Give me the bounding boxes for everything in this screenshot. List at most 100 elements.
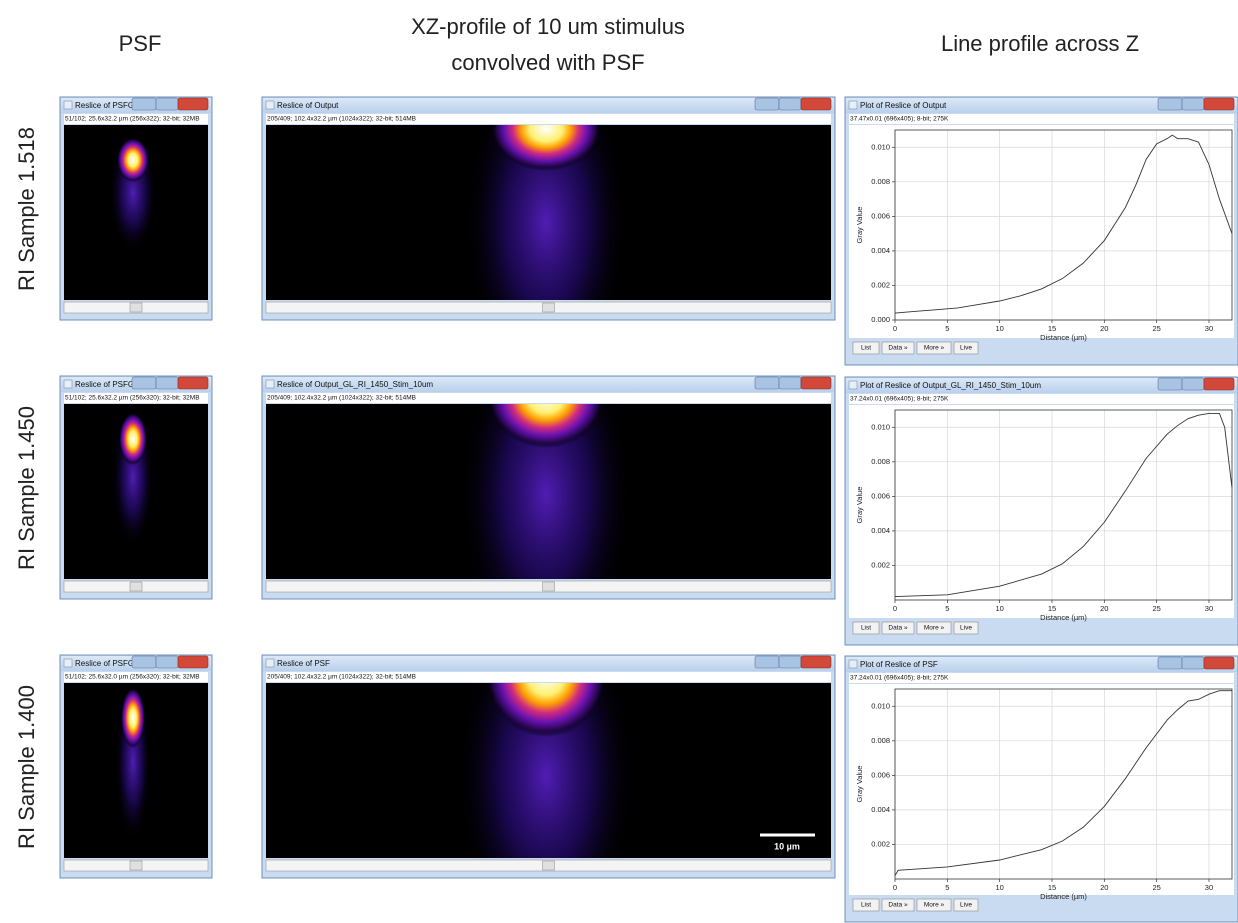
y-tick-label: 0.002 bbox=[871, 560, 890, 569]
plot-button[interactable] bbox=[953, 621, 979, 635]
minimize-button[interactable] bbox=[131, 97, 157, 111]
info-text: 205/409; 102.4x32.2 µm (1024x322); 32-bi… bbox=[267, 116, 416, 123]
close-button[interactable] bbox=[1203, 97, 1235, 111]
plot-button[interactable] bbox=[881, 898, 915, 912]
plot-button-label[interactable]: More » bbox=[924, 902, 945, 909]
scroll-thumb[interactable] bbox=[542, 860, 555, 871]
plot-frame bbox=[894, 129, 1233, 321]
y-tick-label: 0.008 bbox=[871, 736, 890, 745]
x-tick-label: 5 bbox=[945, 604, 949, 613]
close-button[interactable] bbox=[1203, 656, 1235, 670]
image-glow bbox=[486, 683, 606, 737]
maximize-button[interactable] bbox=[1181, 656, 1205, 670]
scroll-thumb[interactable] bbox=[129, 302, 143, 313]
x-tick-label: 5 bbox=[945, 324, 949, 333]
info-text: 51/102; 25.6x32.0 µm (256x320); 32-bit; … bbox=[65, 674, 200, 681]
window-icon bbox=[63, 100, 73, 110]
window-icon bbox=[63, 379, 73, 389]
close-button[interactable] bbox=[1203, 377, 1235, 391]
plot-button[interactable] bbox=[953, 341, 979, 355]
y-axis-label: Gray Value bbox=[855, 487, 864, 524]
maximize-button[interactable] bbox=[778, 655, 802, 669]
image-glow bbox=[119, 413, 147, 465]
x-tick-label: 20 bbox=[1100, 604, 1108, 613]
close-button[interactable] bbox=[800, 655, 832, 669]
plot-button-label[interactable]: Data » bbox=[888, 625, 908, 632]
plot-button-label[interactable]: Live bbox=[960, 625, 972, 632]
close-button[interactable] bbox=[177, 376, 209, 390]
y-axis-label: Gray Value bbox=[855, 766, 864, 803]
plot-button-label[interactable]: More » bbox=[924, 345, 945, 352]
column-header: Line profile across Z bbox=[941, 31, 1139, 56]
y-tick-label: 0.006 bbox=[871, 491, 890, 500]
plot-button[interactable] bbox=[953, 898, 979, 912]
title-bar bbox=[846, 378, 1237, 393]
minimize-button[interactable] bbox=[131, 376, 157, 390]
window-title: Plot of Reslice of Output_GL_RI_1450_Sti… bbox=[860, 381, 1041, 390]
x-tick-label: 25 bbox=[1152, 883, 1160, 892]
window-title: Reslice of PSF bbox=[277, 659, 330, 668]
image-glow bbox=[491, 125, 601, 171]
plot-button[interactable] bbox=[916, 341, 952, 355]
y-tick-label: 0.008 bbox=[871, 177, 890, 186]
minimize-button[interactable] bbox=[754, 655, 780, 669]
maximize-button[interactable] bbox=[155, 376, 179, 390]
info-bar bbox=[849, 394, 1234, 404]
info-text: 37.47x0.01 (696x405); 8-bit; 275K bbox=[850, 116, 949, 123]
close-button[interactable] bbox=[177, 655, 209, 669]
minimize-button[interactable] bbox=[754, 376, 780, 390]
scroll-thumb[interactable] bbox=[129, 860, 143, 871]
plot-button-label[interactable]: Live bbox=[960, 345, 972, 352]
window-icon bbox=[265, 100, 275, 110]
plot-button[interactable] bbox=[852, 621, 880, 635]
plot-button-label[interactable]: More » bbox=[924, 625, 945, 632]
y-tick-label: 0.004 bbox=[871, 805, 890, 814]
profile-line bbox=[894, 134, 1233, 314]
plot-button-label[interactable]: List bbox=[861, 625, 871, 632]
minimize-button[interactable] bbox=[1157, 377, 1183, 391]
profile-line bbox=[894, 413, 1233, 597]
window-icon bbox=[265, 379, 275, 389]
minimize-button[interactable] bbox=[1157, 656, 1183, 670]
info-text: 51/102; 25.6x32.2 µm (256x320); 32-bit; … bbox=[65, 395, 200, 402]
maximize-button[interactable] bbox=[778, 97, 802, 111]
plot-button[interactable] bbox=[852, 341, 880, 355]
close-button[interactable] bbox=[800, 97, 832, 111]
maximize-button[interactable] bbox=[1181, 377, 1205, 391]
scroll-thumb[interactable] bbox=[542, 302, 555, 313]
close-button[interactable] bbox=[800, 376, 832, 390]
maximize-button[interactable] bbox=[155, 97, 179, 111]
profile-line bbox=[894, 690, 1232, 876]
y-tick-label: 0.010 bbox=[871, 142, 890, 151]
plot-button-label[interactable]: List bbox=[861, 902, 871, 909]
minimize-button[interactable] bbox=[131, 655, 157, 669]
x-axis-label: Distance (µm) bbox=[1040, 892, 1087, 901]
plot-button[interactable] bbox=[916, 898, 952, 912]
info-bar bbox=[64, 672, 208, 682]
plot-frame bbox=[894, 688, 1233, 880]
info-bar bbox=[64, 114, 208, 124]
close-button[interactable] bbox=[177, 97, 209, 111]
plot-button[interactable] bbox=[916, 621, 952, 635]
plot-button[interactable] bbox=[881, 621, 915, 635]
plot-button[interactable] bbox=[881, 341, 915, 355]
plot-button-label[interactable]: Data » bbox=[888, 902, 908, 909]
plot-button-label[interactable]: Live bbox=[960, 902, 972, 909]
minimize-button[interactable] bbox=[1157, 97, 1183, 111]
row-label: RI Sample 1.400 bbox=[14, 685, 39, 849]
plot-button-label[interactable]: List bbox=[861, 345, 871, 352]
info-text: 37.24x0.01 (696x405); 8-bit; 275K bbox=[850, 675, 949, 682]
window-icon bbox=[848, 380, 858, 390]
plot-canvas bbox=[849, 125, 1234, 338]
plot-button-label[interactable]: Data » bbox=[888, 345, 908, 352]
minimize-button[interactable] bbox=[754, 97, 780, 111]
maximize-button[interactable] bbox=[778, 376, 802, 390]
maximize-button[interactable] bbox=[155, 655, 179, 669]
plot-button[interactable] bbox=[852, 898, 880, 912]
scroll-thumb[interactable] bbox=[129, 581, 143, 592]
x-tick-label: 30 bbox=[1205, 883, 1213, 892]
image-glow bbox=[117, 138, 149, 182]
maximize-button[interactable] bbox=[1181, 97, 1205, 111]
scroll-thumb[interactable] bbox=[542, 581, 555, 592]
